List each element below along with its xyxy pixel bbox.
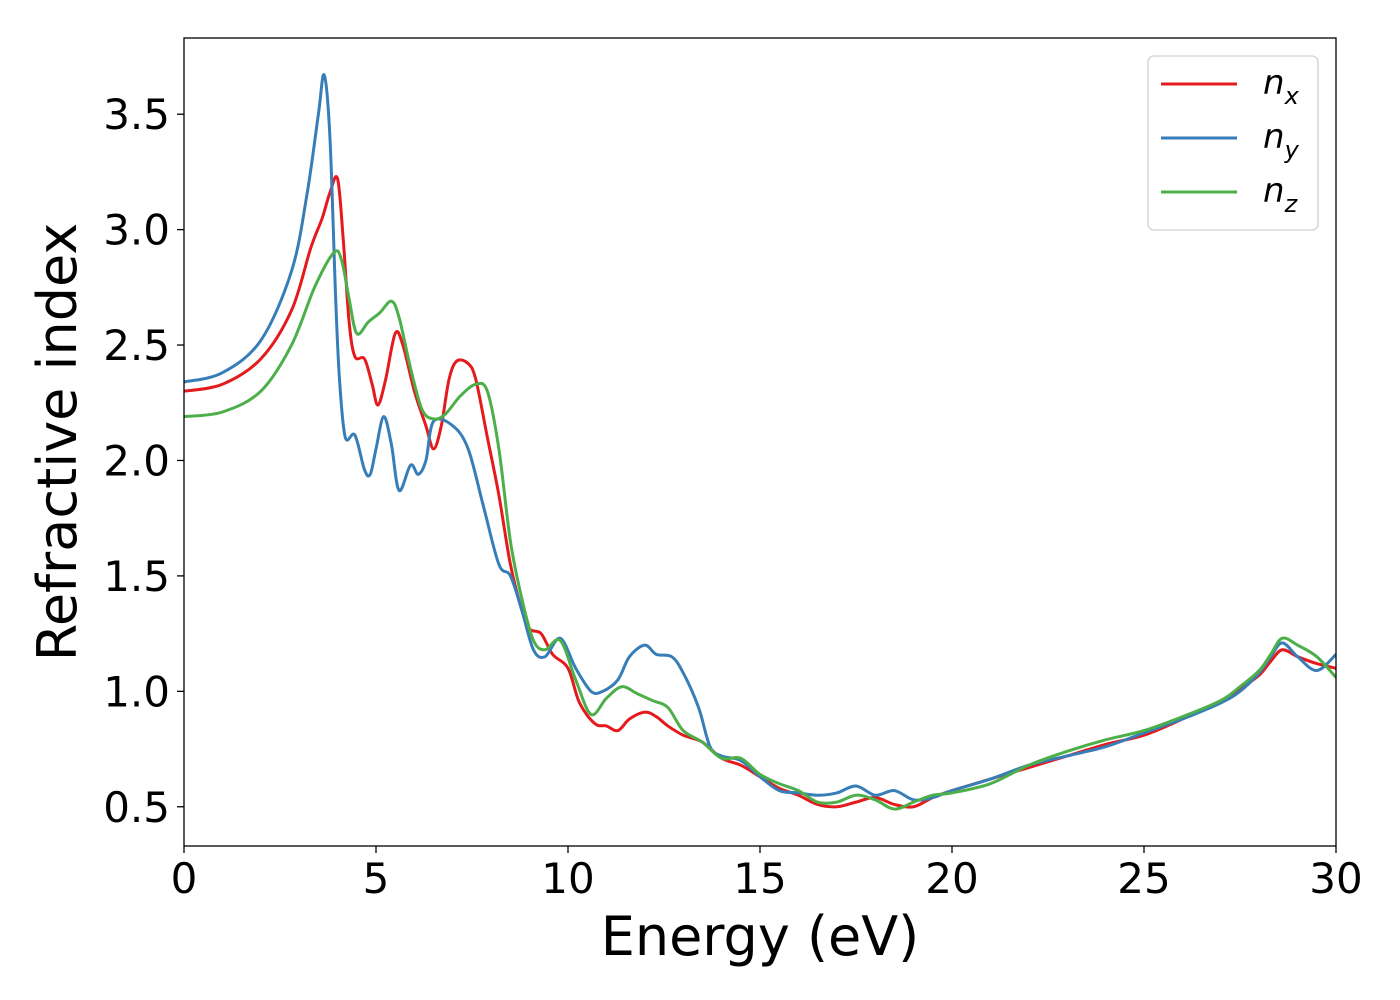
y-tick-label: 1.5 (103, 552, 170, 601)
legend-subscript: z (1284, 190, 1299, 218)
series-line-n-z (184, 249, 1336, 811)
x-axis-title: Energy (eV) (601, 905, 920, 968)
series-layer (184, 73, 1336, 811)
y-tick-label: 2.0 (103, 436, 170, 485)
legend-subscript: y (1284, 136, 1300, 164)
x-tick-label: 10 (541, 854, 594, 903)
legend-box (1147, 55, 1319, 231)
series-line-n-x (184, 175, 1336, 809)
y-tick-label: 3.5 (103, 90, 170, 139)
legend-label-n-z: nz (1263, 171, 1299, 218)
y-tick-label: 1.0 (103, 667, 170, 716)
y-axis-title: Refractive index (26, 223, 89, 662)
x-tick-label: 15 (733, 854, 786, 903)
x-tick-label: 30 (1309, 854, 1362, 903)
x-axis-ticks: 0 5 10 15 20 25 30 (171, 846, 1363, 903)
x-tick-label: 20 (925, 854, 978, 903)
y-axis-ticks: 0.5 1.0 1.5 2.0 2.5 3.0 3.5 (103, 90, 184, 832)
x-tick-label: 5 (363, 854, 390, 903)
y-tick-label: 3.0 (103, 206, 170, 255)
y-tick-label: 2.5 (103, 321, 170, 370)
x-tick-label: 25 (1117, 854, 1170, 903)
legend-subscript: x (1284, 82, 1300, 110)
y-tick-label: 0.5 (103, 783, 170, 832)
series-line-n-y (184, 73, 1336, 802)
x-tick-label: 0 (171, 854, 198, 903)
